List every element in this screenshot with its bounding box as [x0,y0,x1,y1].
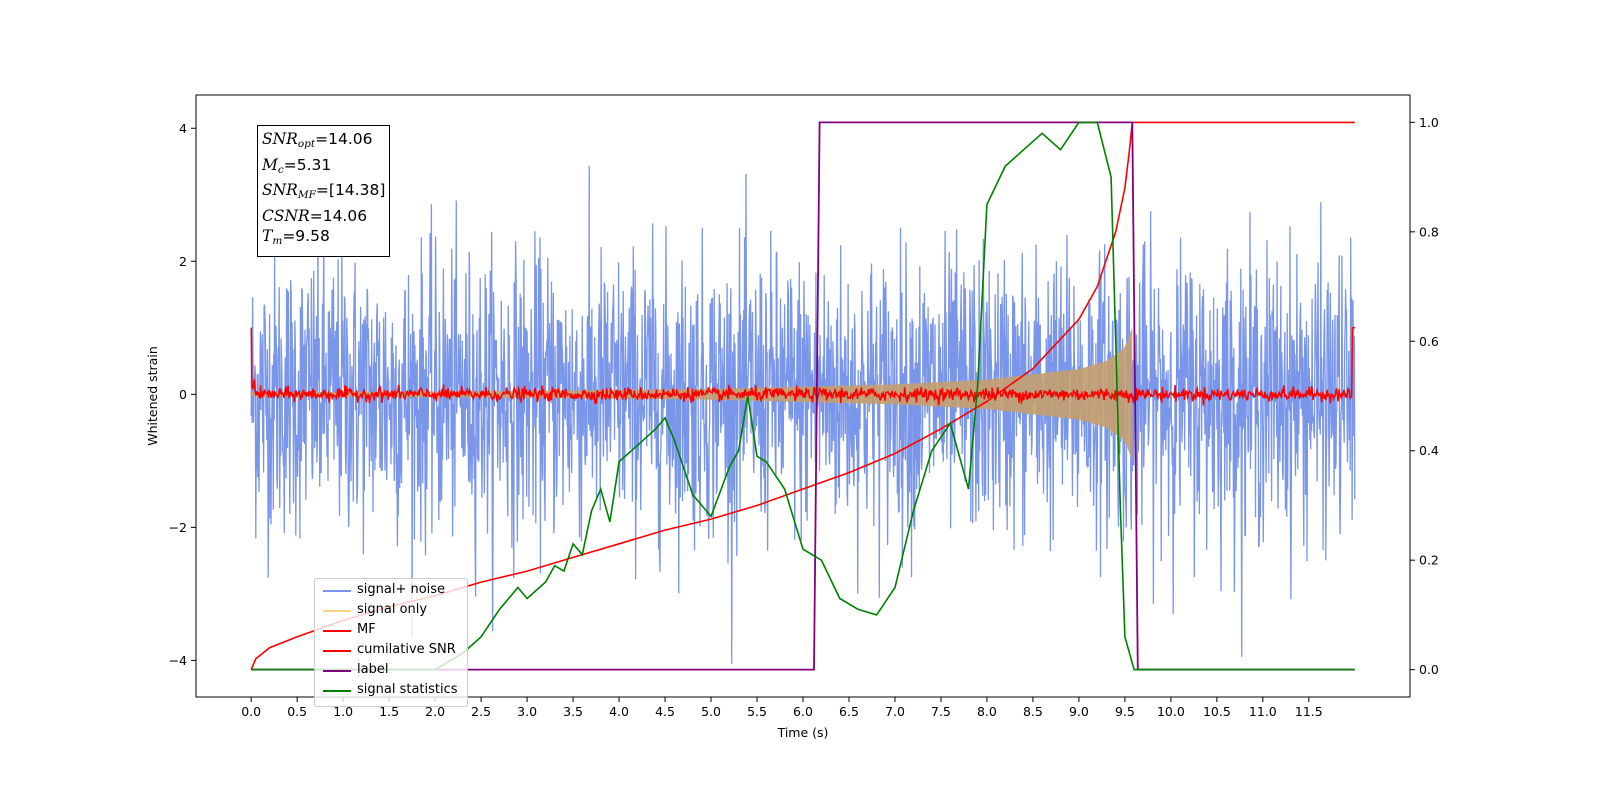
y-tick-label: 4 [179,121,187,136]
legend-item-cumulative-snr: cumilative SNR [315,640,467,660]
series-mf [250,327,1355,406]
annotation-snr-mf: SNRMF=[14.38] [262,181,386,201]
y-tick-label: −4 [169,653,187,668]
x-tick-label: 5.0 [701,704,721,719]
x-tick-label: 5.5 [747,704,767,719]
x-tick-label: 7.5 [931,704,951,719]
annotation-box: SNRopt=14.06 Mc=5.31 SNRMF=[14.38] CSNR=… [257,125,391,257]
x-tick-label: 2.5 [471,704,491,719]
x-tick-label: 6.5 [839,704,859,719]
x-tick-label: 9.0 [1069,704,1089,719]
series-signal-statistics [251,121,1355,671]
annotation-merger-time: Tm=9.58 [262,227,330,247]
y-tick-label: 2 [179,254,187,269]
legend: signal+ noise signal only MF cumilative … [314,578,468,707]
x-axis-label: Time (s) [777,725,829,740]
x-tick-label: 3.5 [563,704,583,719]
annotation-csnr: CSNR=14.06 [262,206,368,225]
y-tick-label: 0 [179,387,187,402]
x-tick-label: 8.0 [977,704,997,719]
x-tick-label: 1.5 [379,704,399,719]
x-tick-label: 4.5 [655,704,675,719]
x-tick-label: 0.0 [241,704,261,719]
y2-tick-label: 0.6 [1419,334,1439,349]
x-tick-label: 10.5 [1203,704,1231,719]
axes: 0.0 0.5 1.0 1.5 2.0 2.5 3.0 3.5 4.0 4.5 5.0 5.5 6.0 6… [169,94,1439,719]
y2-tick-label: 1.0 [1419,115,1439,130]
x-tick-label: 9.5 [1115,704,1135,719]
x-tick-label: 3.0 [517,704,537,719]
series-signal-noise [250,165,1356,664]
legend-item-mf: MF [315,620,467,640]
x-tick-label: 10.0 [1157,704,1185,719]
x-tick-label: 4.0 [609,704,629,719]
y2-tick-label: 0.4 [1419,443,1439,458]
legend-item-signal-noise: signal+ noise [315,580,467,600]
y2-tick-label: 0.2 [1419,553,1439,568]
x-tick-label: 11.0 [1249,704,1277,719]
x-tick-label: 8.5 [1023,704,1043,719]
legend-item-signal-only: signal only [315,600,467,620]
annotation-chirp-mass: Mc=5.31 [262,155,332,176]
legend-item-signal-statistics: signal statistics [315,680,467,700]
x-tick-label: 11.5 [1295,704,1323,719]
y2-tick-label: 0.0 [1419,662,1439,677]
x-tick-label: 0.5 [287,704,307,719]
x-tick-label: 7.0 [885,704,905,719]
annotation-snr-opt: SNRopt=14.06 [262,130,373,150]
x-tick-label: 6.0 [793,704,813,719]
x-tick-label: 2.0 [425,704,445,719]
x-tick-label: 1.0 [333,704,353,719]
y2-tick-label: 0.8 [1419,224,1439,239]
legend-item-label: label [315,660,467,680]
y-tick-label: −2 [169,520,187,535]
y-axis-label: Whitened strain [145,346,160,445]
